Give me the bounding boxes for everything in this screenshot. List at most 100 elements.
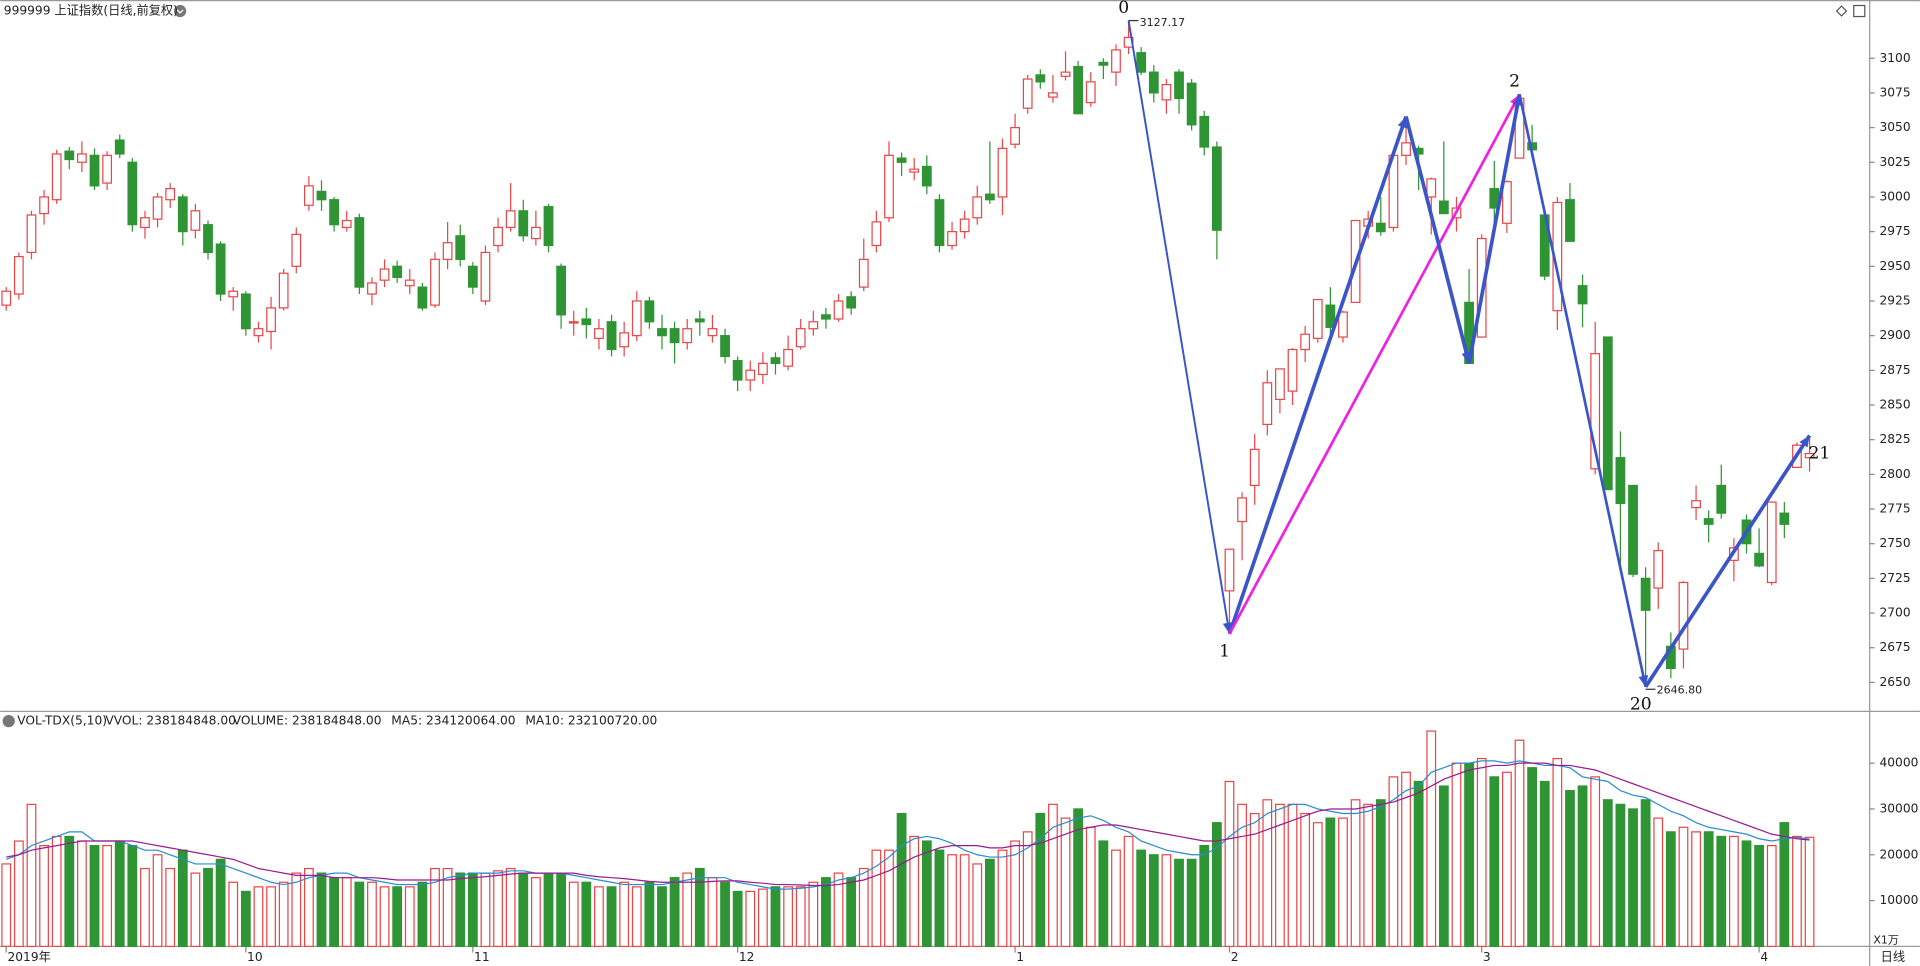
candle-body xyxy=(1237,497,1247,523)
volume-bar xyxy=(1413,780,1424,948)
candle-body xyxy=(1085,81,1096,104)
volume-bar xyxy=(1716,835,1727,948)
candle-body xyxy=(505,210,516,229)
candle-body xyxy=(1401,142,1411,156)
candle-body xyxy=(127,161,138,226)
volume-bar xyxy=(1262,799,1273,948)
volume-bar xyxy=(1565,790,1575,948)
candle-body xyxy=(278,272,289,309)
volume-bar xyxy=(707,877,718,948)
period-label: 日线 xyxy=(1881,950,1905,964)
candle-body xyxy=(530,226,541,240)
candle-body xyxy=(871,221,882,247)
candle-body xyxy=(354,217,365,288)
volume-bar xyxy=(1275,803,1285,948)
volume-bar xyxy=(253,886,264,948)
volume-bar xyxy=(505,867,516,948)
candle-body xyxy=(1224,548,1235,592)
candle-body xyxy=(581,318,592,326)
candle-body xyxy=(631,300,642,337)
x-tick-label: 11 xyxy=(474,950,490,964)
candle-body xyxy=(329,199,340,226)
candle-body xyxy=(480,251,491,302)
volume-bar xyxy=(1741,840,1752,948)
candle-body xyxy=(64,150,75,161)
volume-bar xyxy=(1350,799,1361,948)
volume-bar xyxy=(203,867,213,948)
volume-bar xyxy=(1237,803,1247,948)
diamond-icon[interactable] xyxy=(1835,5,1848,17)
y-tick-label: 3025 xyxy=(1879,155,1910,169)
vvol-label: VVOL: 238184848.00 xyxy=(105,714,236,728)
candle-body xyxy=(1325,304,1336,328)
volume-bar xyxy=(26,803,37,948)
volume-bar xyxy=(846,877,857,948)
volume-bar xyxy=(1451,762,1462,948)
y-tick-label: 3000 xyxy=(1879,189,1910,203)
candle-body xyxy=(430,258,440,306)
volume-bar xyxy=(1174,858,1184,948)
volume-bar xyxy=(1792,835,1802,948)
candle-body xyxy=(291,233,302,267)
candle-body xyxy=(1186,82,1197,126)
volume-bar xyxy=(669,877,680,948)
candle-body xyxy=(1300,333,1311,351)
candle-body xyxy=(228,290,239,298)
candle-body xyxy=(1804,452,1815,459)
candle-body xyxy=(1703,518,1714,525)
candle-body xyxy=(1779,512,1790,525)
volume-bar xyxy=(1035,812,1046,948)
candle-body xyxy=(316,190,327,201)
header-icon[interactable] xyxy=(173,4,187,18)
candle-body xyxy=(1,290,12,306)
candle-body xyxy=(694,318,705,323)
window-icon[interactable] xyxy=(1853,4,1866,18)
volume-bar xyxy=(1602,799,1613,948)
candle-body xyxy=(556,265,567,316)
candle-body xyxy=(266,307,276,333)
wave-line xyxy=(1127,20,1231,634)
ma-line xyxy=(6,760,1810,890)
dropdown-icon[interactable] xyxy=(173,4,187,18)
candle-body xyxy=(39,196,49,215)
unit-label: X1万 xyxy=(1873,933,1899,946)
volume-bar xyxy=(1489,776,1500,948)
wave-line xyxy=(1227,115,1408,635)
candle-body xyxy=(253,328,264,337)
candle-body xyxy=(959,218,970,233)
candle-body xyxy=(1148,71,1159,94)
candle-body xyxy=(884,154,894,219)
arrow-head xyxy=(1397,116,1408,129)
y-tick-label: 2775 xyxy=(1879,502,1910,516)
candle-body xyxy=(947,231,957,247)
candle-body xyxy=(215,243,226,295)
volume-bar xyxy=(1161,854,1172,948)
volume-bar xyxy=(1476,757,1487,948)
candle-body xyxy=(518,210,529,237)
vol-dropdown-icon[interactable] xyxy=(2,715,15,728)
volume-bar xyxy=(644,881,655,948)
volume-bar xyxy=(1224,780,1235,948)
volume-bar xyxy=(1073,808,1084,948)
legend-entry: VOLUME: 238184848.00 xyxy=(233,714,382,728)
volume-bar xyxy=(291,872,302,948)
volume-bar xyxy=(984,858,995,948)
volume-bar xyxy=(367,881,377,948)
volume-bar xyxy=(316,872,327,948)
volume-bar xyxy=(1754,844,1765,948)
candle-body xyxy=(1716,484,1727,514)
wave-line xyxy=(1228,93,1521,635)
candle-body xyxy=(13,255,24,295)
volume-bar xyxy=(278,881,289,948)
y-tick-label: 3100 xyxy=(1879,51,1910,65)
ma-line xyxy=(6,762,1810,887)
candle-body xyxy=(1022,78,1033,109)
volume-bar xyxy=(1048,803,1058,948)
volume-bar xyxy=(1325,817,1336,948)
candle-body xyxy=(467,265,478,288)
volume-bar xyxy=(354,881,365,948)
candle-body xyxy=(77,153,87,163)
candle-body xyxy=(1338,311,1348,338)
candle-body xyxy=(846,296,857,309)
